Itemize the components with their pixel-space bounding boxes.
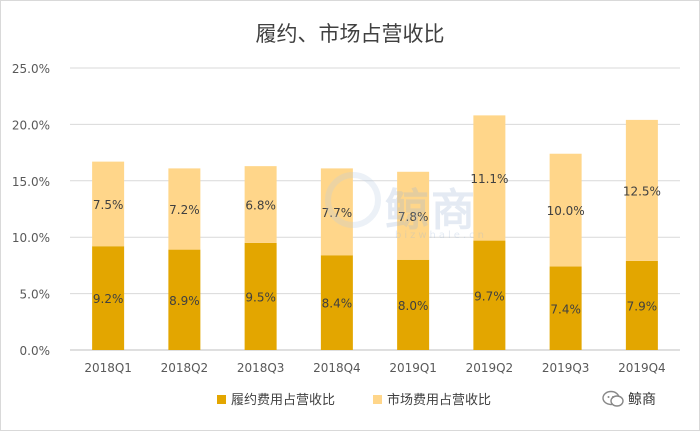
wechat-icon: [602, 390, 624, 407]
x-tick-label: 2018Q4: [313, 361, 361, 375]
data-label: 7.4%: [550, 302, 581, 316]
bar-marketing: [549, 153, 582, 267]
y-tick-label: 20.0%: [12, 118, 50, 132]
legend: 履约费用占营收比 市场费用占营收比: [217, 392, 491, 408]
data-label: 7.9%: [627, 299, 658, 313]
y-tick-label: 0.0%: [20, 344, 51, 358]
bar-marketing: [397, 171, 430, 260]
y-tick-label: 25.0%: [12, 62, 50, 76]
x-tick-label: 2018Q1: [84, 361, 132, 375]
bar-marketing: [320, 168, 353, 256]
bar-fulfillment: [320, 255, 353, 350]
data-label: 7.8%: [398, 210, 429, 224]
data-label: 10.0%: [547, 204, 585, 218]
data-label: 12.5%: [623, 184, 661, 198]
x-axis-ticks: 2018Q1 2018Q2 2018Q3 2018Q4 2019Q1 2019Q2 2019…: [84, 361, 665, 375]
bar-fulfillment: [625, 260, 658, 350]
data-label: 8.9%: [169, 294, 200, 308]
source-badge: 鲸商: [602, 389, 656, 409]
legend-label: 市场费用占营收比: [387, 392, 491, 408]
badge-label: 鲸商: [628, 392, 656, 408]
data-label: 8.0%: [398, 299, 429, 313]
bar-marketing: [168, 168, 201, 250]
bar-marketing: [625, 119, 658, 261]
x-tick-label: 2018Q3: [237, 361, 285, 375]
x-tick-label: 2019Q1: [389, 361, 437, 375]
data-label: 7.5%: [93, 198, 124, 212]
data-label: 8.4%: [322, 297, 353, 311]
bar-fulfillment: [168, 249, 201, 350]
data-label: 9.7%: [474, 289, 505, 303]
x-tick-label: 2019Q2: [466, 361, 514, 375]
data-label: 6.8%: [245, 198, 276, 212]
data-label: 7.7%: [322, 206, 353, 220]
bar-marketing: [473, 115, 506, 241]
chart-title: 履约、市场占营收比: [256, 22, 445, 46]
x-tick-label: 2019Q4: [618, 361, 666, 375]
legend-swatch: [373, 395, 382, 404]
y-tick-label: 5.0%: [20, 288, 51, 302]
bars-group: 9.2% 7.5% 8.9% 7.2% 9.5% 6.8% 8.4% 7.7% 8.0% 7.8%…: [92, 115, 661, 350]
bar-fulfillment: [397, 259, 430, 350]
data-label: 7.2%: [169, 203, 200, 217]
x-tick-label: 2018Q2: [161, 361, 209, 375]
x-tick-label: 2019Q3: [542, 361, 590, 375]
bar-fulfillment: [244, 242, 277, 350]
y-tick-label: 15.0%: [12, 175, 50, 189]
data-label: 9.5%: [245, 290, 276, 304]
data-label: 11.1%: [470, 172, 508, 186]
bar-fulfillment: [549, 266, 582, 350]
legend-swatch: [217, 395, 226, 404]
bar-fulfillment: [473, 240, 506, 350]
bar-marketing: [244, 166, 277, 243]
gridlines: [70, 67, 680, 351]
data-label: 9.2%: [93, 292, 124, 306]
bar-marketing: [92, 161, 125, 247]
y-tick-label: 10.0%: [12, 231, 50, 245]
y-axis-ticks: 0.0% 5.0% 10.0% 15.0% 20.0% 25.0%: [12, 62, 50, 358]
bar-fulfillment: [92, 246, 125, 350]
legend-label: 履约费用占营收比: [231, 393, 335, 408]
